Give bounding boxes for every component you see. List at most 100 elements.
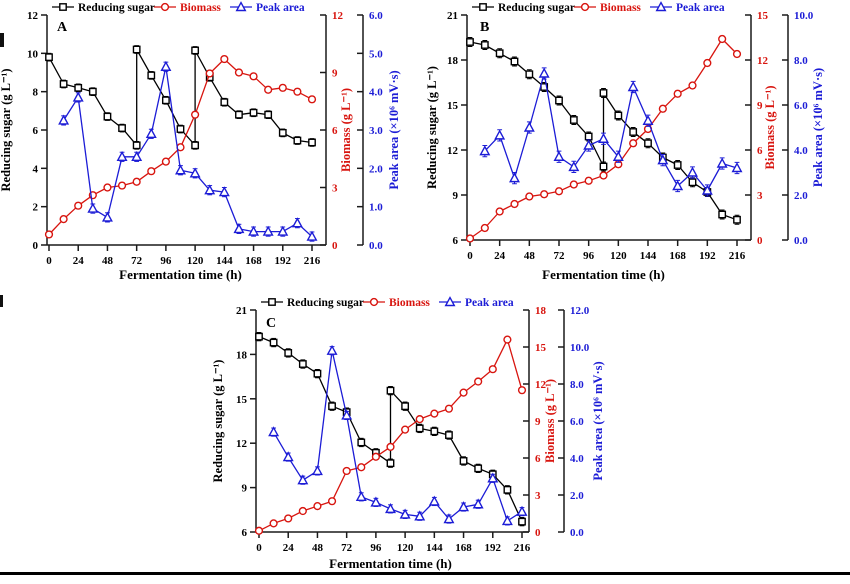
legend-item-peak_area: Peak area <box>439 296 514 309</box>
svg-text:12: 12 <box>757 55 769 67</box>
legend-label: Peak area <box>256 2 305 14</box>
legend-item-reducing_sugar: Reducing sugar <box>261 297 364 309</box>
svg-text:6: 6 <box>242 527 248 539</box>
svg-text:15: 15 <box>447 100 459 112</box>
svg-text:9: 9 <box>535 416 541 428</box>
svg-text:12: 12 <box>27 10 39 22</box>
svg-text:48: 48 <box>102 255 114 267</box>
peak-area-axis: 0.0 2.0 4.0 6.0 8.0 10.0 <box>782 10 814 247</box>
series-peak_area <box>479 67 743 197</box>
svg-text:18: 18 <box>535 305 547 317</box>
legend: Reducing sugar Biomass Peak area <box>52 1 305 14</box>
svg-text:72: 72 <box>554 250 566 262</box>
svg-text:0: 0 <box>332 240 338 252</box>
left-axis: 0 2 4 6 8 10 12 <box>27 10 47 252</box>
cropped-text-artifact-1 <box>0 33 4 47</box>
legend-item-reducing_sugar: Reducing sugar <box>472 2 575 14</box>
svg-text:48: 48 <box>312 542 324 554</box>
svg-text:18: 18 <box>447 55 459 67</box>
legend-item-biomass: Biomass <box>154 2 221 14</box>
svg-text:96: 96 <box>583 250 595 262</box>
svg-text:6: 6 <box>535 453 541 465</box>
legend: Reducing sugar Biomass Peak area <box>472 1 725 14</box>
panel-label: C <box>266 316 276 331</box>
svg-text:96: 96 <box>370 542 382 554</box>
svg-text:4: 4 <box>33 163 39 175</box>
svg-text:3: 3 <box>757 190 763 202</box>
peak-area-axis: 0.0 2.0 4.0 6.0 8.0 10.0 12.0 <box>558 305 590 539</box>
legend-label: Reducing sugar <box>78 2 155 14</box>
svg-text:8.0: 8.0 <box>570 379 584 391</box>
legend-item-peak_area: Peak area <box>230 1 305 14</box>
x-axis: 0 24 48 72 96 120 144 168 192 216 <box>256 532 531 554</box>
x-axis-label: Fermentation time (h) <box>329 556 452 571</box>
series-reducing_sugar <box>255 331 526 527</box>
svg-text:15: 15 <box>236 394 248 406</box>
svg-text:12: 12 <box>447 145 459 157</box>
biomass-axis-title: Biomass (g L⁻¹) <box>543 379 557 463</box>
legend-label: Peak area <box>465 297 514 309</box>
legend-label: Biomass <box>389 297 430 309</box>
svg-text:3: 3 <box>535 490 541 502</box>
svg-text:6: 6 <box>757 145 763 157</box>
legend-label: Biomass <box>600 2 641 14</box>
peak-area-axis: 0.0 1.0 2.0 3.0 4.0 5.0 6.0 <box>357 10 383 252</box>
svg-text:9: 9 <box>453 190 459 202</box>
svg-text:6.0: 6.0 <box>369 10 383 22</box>
panel-label: B <box>480 20 489 35</box>
series-reducing_sugar <box>45 45 316 150</box>
svg-text:2: 2 <box>33 202 39 214</box>
svg-text:10.0: 10.0 <box>570 342 590 354</box>
svg-text:5.0: 5.0 <box>369 48 383 60</box>
svg-text:2.0: 2.0 <box>570 490 584 502</box>
legend-label: Peak area <box>676 2 725 14</box>
svg-text:15: 15 <box>535 342 547 354</box>
svg-text:0.0: 0.0 <box>369 240 383 252</box>
svg-text:192: 192 <box>699 250 716 262</box>
svg-text:6.0: 6.0 <box>794 100 808 112</box>
left-axis: 6 9 12 15 18 21 <box>236 305 256 539</box>
svg-text:0: 0 <box>467 250 473 262</box>
svg-text:144: 144 <box>426 542 443 554</box>
svg-text:0: 0 <box>33 240 39 252</box>
svg-text:192: 192 <box>485 542 502 554</box>
svg-text:12.0: 12.0 <box>570 305 590 317</box>
svg-text:4.0: 4.0 <box>369 87 383 99</box>
svg-text:6.0: 6.0 <box>570 416 584 428</box>
x-axis-label: Fermentation time (h) <box>119 267 242 282</box>
svg-text:21: 21 <box>447 10 458 22</box>
peak-area-axis-title: Peak area (×10⁶ mV·s) <box>811 68 825 187</box>
svg-text:216: 216 <box>514 542 531 554</box>
svg-text:168: 168 <box>455 542 472 554</box>
svg-text:192: 192 <box>275 255 292 267</box>
svg-text:9: 9 <box>332 68 338 80</box>
svg-text:12: 12 <box>332 10 344 22</box>
svg-text:6: 6 <box>453 235 459 247</box>
svg-text:24: 24 <box>73 255 85 267</box>
svg-text:0.0: 0.0 <box>570 527 584 539</box>
legend-label: Biomass <box>180 2 221 14</box>
svg-text:0: 0 <box>757 235 763 247</box>
left-axis-title: Reducing sugar (g L⁻¹) <box>211 360 225 483</box>
svg-text:9: 9 <box>242 483 248 495</box>
svg-text:120: 120 <box>610 250 627 262</box>
x-axis: 0 24 48 72 96 120 144 168 192 216 <box>46 245 321 267</box>
svg-text:168: 168 <box>245 255 262 267</box>
left-axis-title: Reducing sugar (g L⁻¹) <box>0 69 13 192</box>
svg-text:0: 0 <box>46 255 52 267</box>
svg-text:4.0: 4.0 <box>570 453 584 465</box>
x-axis: 0 24 48 72 96 120 144 168 192 216 <box>467 240 746 262</box>
svg-text:24: 24 <box>494 250 506 262</box>
biomass-axis: 0 3 6 9 12 <box>320 10 344 252</box>
left-axis-title: Reducing sugar (g L⁻¹) <box>425 66 439 189</box>
svg-text:2.0: 2.0 <box>794 190 808 202</box>
svg-text:48: 48 <box>524 250 536 262</box>
series-peak_area <box>268 344 528 526</box>
svg-text:120: 120 <box>187 255 204 267</box>
cropped-text-artifact-2 <box>0 295 3 307</box>
svg-text:10: 10 <box>27 48 39 60</box>
svg-text:3.0: 3.0 <box>369 125 383 137</box>
chart-panel-c: 6 9 12 15 18 21 0 24 48 72 96 120 144 168 192 216 0 3 6 9 12… <box>211 296 605 571</box>
biomass-axis-title: Biomass (g L⁻¹) <box>763 86 777 170</box>
